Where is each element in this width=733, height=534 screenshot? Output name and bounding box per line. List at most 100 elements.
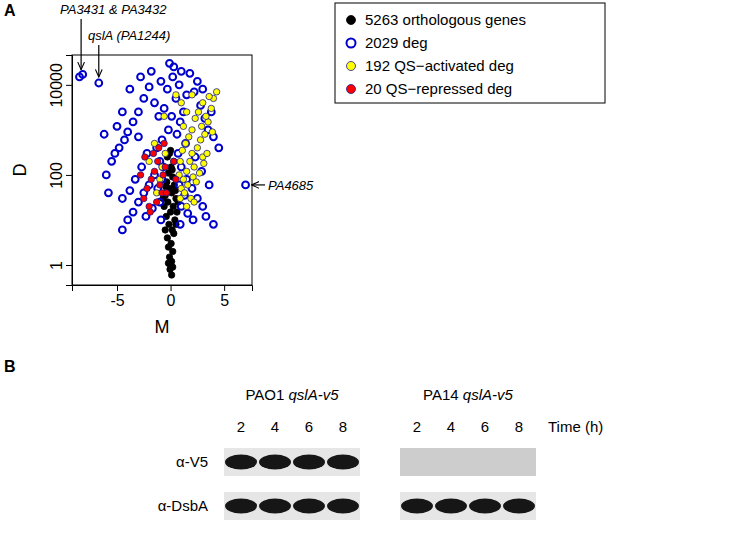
figure-svg: A-505110010000MDPA3431 & PA3432qslA (PA1… [0,0,733,534]
y-tick-mark [66,85,72,86]
x-axis-line [73,286,253,292]
point [178,68,185,75]
x-tick: 5 [220,285,229,309]
point [177,221,184,228]
point [178,100,184,106]
point [181,190,187,196]
point [171,158,177,164]
legend-marker [347,16,356,25]
point [157,182,163,188]
point [206,93,212,99]
legend-marker [347,39,356,48]
point [169,74,176,81]
blot-band [259,499,291,514]
x-tick-label: 5 [220,292,229,309]
point [194,145,200,151]
x-axis-title: M [155,317,170,337]
point [164,235,170,241]
y-tick: 100 [48,162,72,189]
point [155,158,161,164]
point [165,260,171,266]
point [130,119,137,126]
point [148,68,155,75]
point [174,131,181,138]
point [95,80,102,87]
time-label: 4 [447,418,455,435]
time-label: 2 [237,418,245,435]
y-tick-label: 1 [48,261,65,270]
blot-band [293,455,325,470]
point [135,109,142,116]
y-tick-mark [66,265,72,266]
point [153,199,159,205]
antibody-label: α-DsbA [158,497,208,514]
legend-marker [347,85,356,94]
y-tick-label: 10000 [48,63,65,108]
point [111,150,118,157]
blot-strip [400,448,536,476]
point [162,227,168,233]
point [105,189,112,196]
point [151,168,157,174]
point [165,126,172,133]
time-axis-label: Time (h) [548,418,603,435]
panel-label: B [4,358,16,375]
point [137,172,143,178]
point [141,195,147,201]
point [190,217,197,224]
annotations: PA3431 & PA3432qslA (PA1244)PA4685 [60,2,314,193]
legend: 5263 orthologous genes2029 deg192 QS−act… [335,3,605,103]
point [126,187,133,194]
x-tick-label: 0 [167,292,176,309]
point [183,203,189,209]
point [119,195,126,202]
point [79,71,86,78]
point [168,113,175,120]
point [242,182,249,189]
y-tick: 10000 [48,63,72,108]
point [103,172,110,179]
blot-band [293,499,325,514]
point [162,150,168,156]
point [124,129,131,136]
point [186,70,193,77]
antibody-label: α-V5 [176,453,208,470]
point [195,109,201,115]
point [156,145,162,151]
point [158,78,165,85]
legend-label: 20 QS−repressed deg [365,80,512,97]
blot-band [225,455,257,470]
annotation-label: qslA (PA1244) [88,28,170,43]
point [191,199,197,205]
point [197,137,203,143]
point [177,158,183,164]
point [166,60,173,67]
x-tick-mark [224,285,225,291]
blot-strip [224,492,360,520]
point [161,140,167,146]
point [194,78,201,85]
time-label: 8 [339,418,347,435]
strain-label-part: PA14 [423,386,463,403]
y-tick: 1 [48,261,72,270]
point [151,99,158,106]
y-tick-label: 100 [48,162,65,189]
point [192,115,198,121]
point [150,150,156,156]
point [183,109,189,115]
blot-band [327,455,359,470]
blot-band [225,499,257,514]
point [210,221,217,228]
blot-band [401,499,433,514]
figure: A-505110010000MDPA3431 & PA3432qslA (PA1… [0,0,733,534]
annotation-label: PA4685 [268,178,314,193]
point [163,183,169,189]
time-label: 6 [305,418,313,435]
point [208,105,214,111]
point [161,113,167,119]
point [183,168,189,174]
point [198,123,204,129]
blot-band [469,499,501,514]
blot-band [327,499,359,514]
point [193,179,199,185]
